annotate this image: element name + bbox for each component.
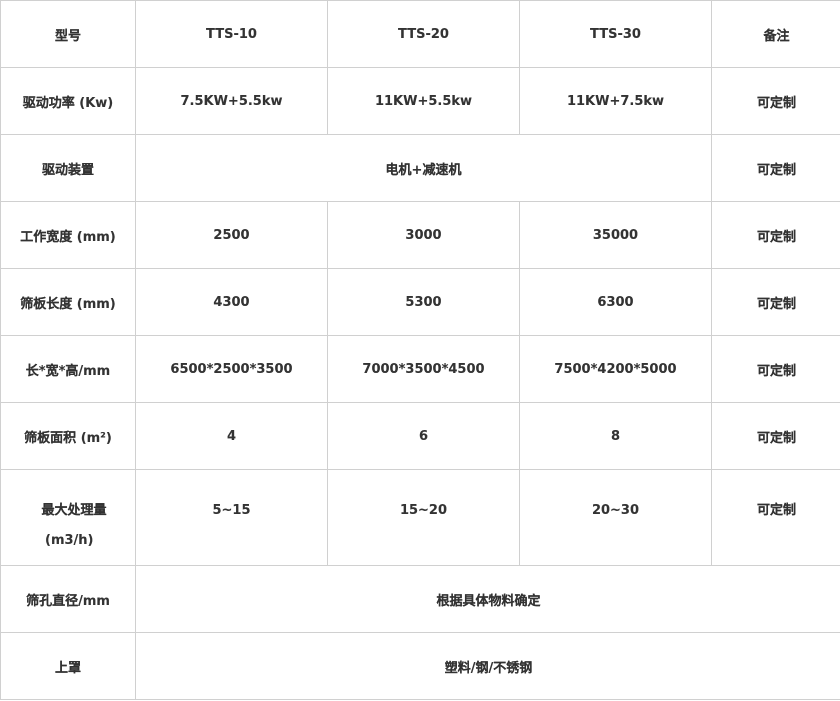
row-label-line1: 最大处理量	[41, 503, 107, 518]
cell: 11KW+5.5kw	[327, 67, 520, 135]
row-label: 筛板长度 (mm)	[0, 268, 136, 336]
header-cell: 备注	[711, 0, 840, 68]
row-label: 上罩	[0, 632, 136, 700]
header-cell: TTS-10	[135, 0, 328, 68]
row-label: 最大处理量 (m3/h)	[0, 469, 136, 566]
note-cell: 可定制	[711, 335, 840, 403]
cell: 35000	[519, 201, 712, 269]
note-cell: 可定制	[711, 469, 840, 566]
cell: 5300	[327, 268, 520, 336]
cell: 20~30	[519, 469, 712, 566]
table-row: 筛板长度 (mm) 4300 5300 6300 可定制	[0, 268, 840, 336]
note-cell: 可定制	[711, 67, 840, 135]
cell: 2500	[135, 201, 328, 269]
cell: 8	[519, 402, 712, 470]
merged-cell: 电机+减速机	[135, 134, 712, 202]
cell: 6	[327, 402, 520, 470]
row-label: 工作宽度 (mm)	[0, 201, 136, 269]
header-cell: TTS-20	[327, 0, 520, 68]
cell: 4300	[135, 268, 328, 336]
header-cell: TTS-30	[519, 0, 712, 68]
merged-cell: 塑料/钢/不锈钢	[135, 632, 840, 700]
table-row: 筛孔直径/mm 根据具体物料确定	[0, 565, 840, 633]
cell: 3000	[327, 201, 520, 269]
cell: 6300	[519, 268, 712, 336]
cell: 11KW+7.5kw	[519, 67, 712, 135]
header-row: 型号 TTS-10 TTS-20 TTS-30 备注	[0, 0, 840, 68]
table-row: 驱动功率 (Kw) 7.5KW+5.5kw 11KW+5.5kw 11KW+7.…	[0, 67, 840, 135]
cell-text: 15~20	[399, 503, 448, 518]
cell: 5~15	[135, 469, 328, 566]
table-row: 筛板面积 (m²) 4 6 8 可定制	[0, 402, 840, 470]
cell: 7000*3500*4500	[327, 335, 520, 403]
note-cell: 可定制	[711, 402, 840, 470]
cell-text: 20~30	[591, 503, 640, 518]
row-label: 驱动装置	[0, 134, 136, 202]
table-row: 工作宽度 (mm) 2500 3000 35000 可定制	[0, 201, 840, 269]
cell-text: 5~15	[212, 503, 251, 518]
note-cell: 可定制	[711, 134, 840, 202]
note-cell: 可定制	[711, 201, 840, 269]
header-cell: 型号	[0, 0, 136, 68]
row-label: 长*宽*高/mm	[0, 335, 136, 403]
note-text: 可定制	[756, 503, 796, 518]
table-row: 最大处理量 (m3/h) 5~15 15~20 20~30 可定制	[0, 469, 840, 566]
cell: 4	[135, 402, 328, 470]
row-label: 筛板面积 (m²)	[0, 402, 136, 470]
merged-cell: 根据具体物料确定	[135, 565, 840, 633]
row-label: 驱动功率 (Kw)	[0, 67, 136, 135]
cell: 6500*2500*3500	[135, 335, 328, 403]
table-row: 驱动装置 电机+减速机 可定制	[0, 134, 840, 202]
row-label-line2: (m3/h)	[45, 533, 94, 548]
cell: 7.5KW+5.5kw	[135, 67, 328, 135]
table-row: 上罩 塑料/钢/不锈钢	[0, 632, 840, 700]
cell: 7500*4200*5000	[519, 335, 712, 403]
note-cell: 可定制	[711, 268, 840, 336]
cell: 15~20	[327, 469, 520, 566]
row-label: 筛孔直径/mm	[0, 565, 136, 633]
table-row: 长*宽*高/mm 6500*2500*3500 7000*3500*4500 7…	[0, 335, 840, 403]
